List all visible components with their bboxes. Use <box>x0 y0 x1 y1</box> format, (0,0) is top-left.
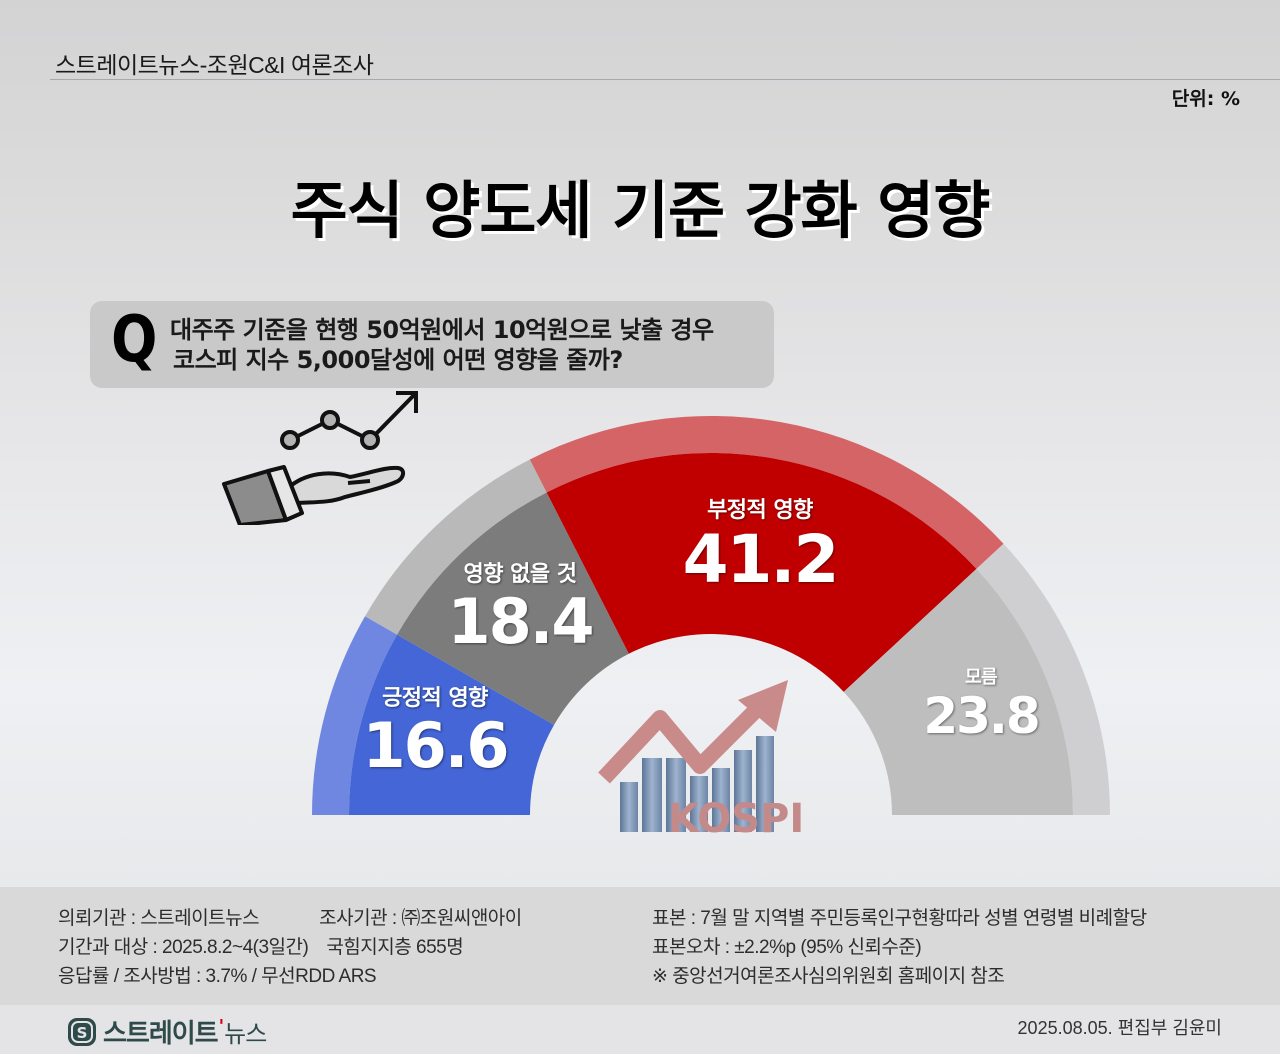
segment-label-negative: 부정적 영향 41.2 <box>660 492 860 597</box>
brand-logo: S 스트레이트'뉴스 <box>67 1013 267 1050</box>
methodology-box <box>0 887 1280 1005</box>
gauge-band-unknown <box>976 543 1110 815</box>
methodology-right: 표본 : 7월 말 지역별 주민등록인구현황따라 성별 연령별 비례할당 표본오… <box>652 904 1147 991</box>
method-row: 기간과 대상 : 2025.8.2~4(3일간) 국힘지지층 655명 <box>58 937 464 958</box>
logo-sub: 뉴스 <box>224 1020 267 1048</box>
method-row: 표본 : 7월 말 지역별 주민등록인구현황따라 성별 연령별 비례할당 <box>652 908 1147 929</box>
logo-s-icon: S <box>68 1017 96 1046</box>
gauge-segment-unknown <box>843 568 1073 815</box>
segment-value: 18.4 <box>447 585 595 658</box>
unit-label: 단위: % <box>1171 88 1240 110</box>
gauge-band-negative <box>529 416 1004 569</box>
gauge-band-no-effect <box>365 459 547 635</box>
segment-label-unknown: 모름 23.8 <box>881 663 1081 744</box>
method-row: ※ 중앙선거여론조사심의위원회 홈페이지 참조 <box>652 966 1005 987</box>
segment-value: 16.6 <box>362 709 510 782</box>
segment-name: 부정적 영향 <box>707 498 813 523</box>
logo-main: 스트레이트 <box>103 1019 219 1049</box>
header-divider <box>50 79 1280 80</box>
kospi-chart-icon: KOSPI <box>598 680 804 840</box>
method-row: 표본오차 : ±2.2%p (95% 신뢰수준) <box>652 937 922 958</box>
question-line-2: 코스피 지수 5,000달성에 어떤 영향을 줄까? <box>173 346 623 374</box>
gauge-band-positive <box>312 616 398 815</box>
hand-chart-icon <box>222 391 418 525</box>
methodology-left: 의뢰기관 : 스트레이트뉴스 조사기관 : ㈜조원씨앤아이 기간과 대상 : 20… <box>58 904 522 991</box>
segment-label-no-effect: 영향 없을 것 18.4 <box>420 556 620 656</box>
question-text: 대주주 기준을 현행 50억원에서 10억원으로 낮출 경우 코스피 지수 5,… <box>170 315 714 375</box>
logo-tick: ' <box>218 1016 224 1037</box>
segment-label-positive: 긍정적 영향 16.6 <box>335 680 535 780</box>
page-title: 주식 양도세 기준 강화 영향 <box>290 174 991 247</box>
segment-value: 41.2 <box>682 521 840 598</box>
header-source: 스트레이트뉴스-조원C&I 여론조사 <box>55 52 374 78</box>
question-mark: Q <box>111 303 158 377</box>
segment-value: 23.8 <box>923 687 1040 745</box>
svg-text:S: S <box>77 1024 88 1042</box>
credit: 2025.08.05. 편집부 김윤미 <box>1017 1018 1222 1038</box>
gauge-segment-negative <box>546 453 977 692</box>
question-box: Q 대주주 기준을 현행 50억원에서 10억원으로 낮출 경우 코스피 지수 … <box>90 301 774 388</box>
method-row: 응답률 / 조사방법 : 3.7% / 무선RDD ARS <box>58 966 377 987</box>
segment-name: 영향 없을 것 <box>463 562 577 587</box>
gauge-segment-no-effect <box>397 492 629 725</box>
gauge-segment-positive <box>349 634 555 815</box>
kospi-text: KOSPI <box>668 796 804 840</box>
question-line-1: 대주주 기준을 현행 50억원에서 10억원으로 낮출 경우 <box>170 316 714 344</box>
segment-name: 긍정적 영향 <box>382 686 488 711</box>
method-row: 의뢰기관 : 스트레이트뉴스 조사기관 : ㈜조원씨앤아이 <box>58 908 522 929</box>
segment-name: 모름 <box>964 667 998 688</box>
bottom-strip <box>0 1005 1280 1054</box>
